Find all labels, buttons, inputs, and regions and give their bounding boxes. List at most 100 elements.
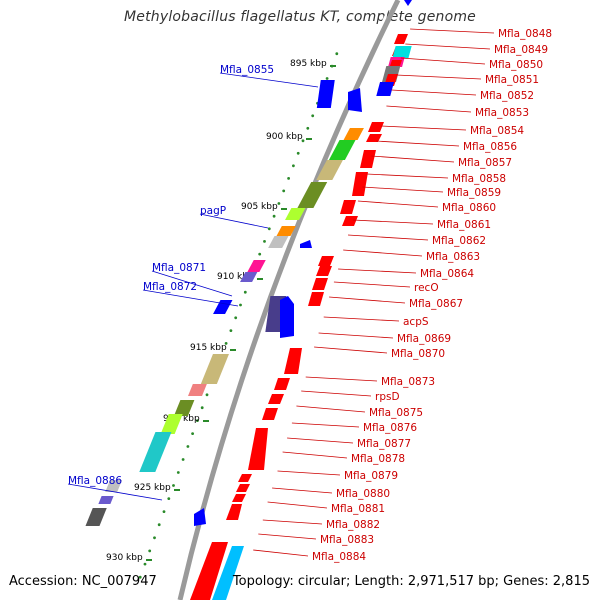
label-leader: [323, 316, 400, 322]
gene-feature[interactable]: [194, 508, 206, 526]
track-dot: [153, 536, 156, 540]
track-dot: [292, 164, 295, 168]
track-dot: [162, 510, 166, 513]
gene-feature[interactable]: [284, 348, 302, 374]
gene-label[interactable]: Mfla_0881: [331, 503, 385, 515]
gene-feature[interactable]: [308, 292, 324, 306]
gene-feature[interactable]: [368, 122, 384, 132]
gene-label[interactable]: Mfla_0882: [326, 519, 380, 531]
gene-feature[interactable]: [352, 172, 368, 196]
gene-feature[interactable]: [248, 428, 268, 470]
gene-feature[interactable]: [139, 432, 172, 472]
gene-label[interactable]: Mfla_0862: [432, 235, 486, 247]
gene-label[interactable]: Mfla_0849: [494, 44, 548, 56]
kbp-label: 900 kbp: [266, 132, 303, 142]
gene-label[interactable]: Mfla_0850: [489, 59, 543, 71]
gene-label[interactable]: Mfla_0860: [442, 202, 496, 214]
gene-feature[interactable]: [297, 182, 328, 208]
label-leader: [253, 549, 309, 557]
gene-feature[interactable]: [376, 82, 395, 96]
gene-label[interactable]: Mfla_0848: [498, 28, 552, 40]
gene-label[interactable]: Mfla_0871: [152, 262, 206, 274]
gene-feature[interactable]: [404, 0, 412, 6]
gene-feature[interactable]: [280, 296, 294, 338]
gene-feature[interactable]: [342, 216, 358, 226]
gene-label[interactable]: Mfla_0875: [369, 407, 423, 419]
gene-feature[interactable]: [316, 80, 335, 108]
gene-label[interactable]: Mfla_0870: [391, 348, 445, 360]
gene-feature[interactable]: [316, 266, 332, 276]
gene-feature[interactable]: [276, 226, 296, 236]
kbp-label: 925 kbp: [134, 483, 171, 493]
gene-feature[interactable]: [85, 508, 107, 526]
gene-label[interactable]: acpS: [403, 316, 429, 328]
gene-label[interactable]: recO: [414, 282, 439, 294]
gene-feature[interactable]: [98, 496, 114, 504]
label-leader: [338, 268, 417, 274]
gene-label[interactable]: Mfla_0861: [437, 219, 491, 231]
gene-label[interactable]: Mfla_0878: [351, 453, 405, 465]
gene-label[interactable]: Mfla_0851: [485, 74, 539, 86]
gene-label[interactable]: Mfla_0886: [68, 475, 122, 487]
gene-feature[interactable]: [274, 378, 290, 390]
gene-label[interactable]: Mfla_0864: [420, 268, 474, 280]
gene-label[interactable]: Mfla_0872: [143, 281, 197, 293]
gene-feature[interactable]: [360, 150, 376, 168]
gene-label[interactable]: Mfla_0880: [336, 488, 390, 500]
gene-label[interactable]: rpsD: [375, 391, 400, 403]
gene-feature[interactable]: [343, 128, 364, 140]
gene-label[interactable]: Mfla_0856: [463, 141, 517, 153]
gene-label[interactable]: Mfla_0852: [480, 90, 534, 102]
gene-feature[interactable]: [340, 200, 356, 214]
gene-label[interactable]: pagP: [200, 205, 226, 217]
gene-label[interactable]: Mfla_0858: [452, 173, 506, 185]
track-dot: [186, 445, 190, 448]
gene-feature[interactable]: [105, 480, 123, 492]
gene-label[interactable]: Mfla_0876: [363, 422, 417, 434]
gene-label[interactable]: Mfla_0855: [220, 64, 274, 76]
label-leader: [366, 173, 449, 179]
label-leader: [371, 155, 455, 163]
gene-feature[interactable]: [348, 88, 362, 112]
gene-feature[interactable]: [316, 160, 343, 180]
gene-feature[interactable]: [262, 408, 278, 420]
gene-feature[interactable]: [238, 474, 252, 482]
gene-feature[interactable]: [173, 400, 195, 416]
gene-feature[interactable]: [392, 46, 412, 58]
gene-label[interactable]: Mfla_0857: [458, 157, 512, 169]
gene-label[interactable]: Mfla_0883: [320, 534, 374, 546]
label-leader: [67, 483, 163, 501]
gene-feature[interactable]: [200, 354, 229, 384]
gene-feature[interactable]: [268, 394, 284, 404]
gene-feature[interactable]: [188, 384, 207, 396]
gene-feature[interactable]: [312, 278, 328, 290]
gene-label[interactable]: Mfla_0863: [426, 251, 480, 263]
gene-feature[interactable]: [366, 134, 382, 142]
gene-feature[interactable]: [268, 236, 289, 248]
gene-label[interactable]: Mfla_0854: [470, 125, 524, 137]
gene-label[interactable]: Mfla_0869: [397, 333, 451, 345]
label-leader: [380, 125, 467, 131]
gene-label[interactable]: Mfla_0873: [381, 376, 435, 388]
gene-feature[interactable]: [213, 300, 233, 314]
gene-feature[interactable]: [300, 240, 312, 248]
gene-feature[interactable]: [328, 140, 356, 160]
gene-feature[interactable]: [226, 504, 242, 520]
gene-feature[interactable]: [232, 494, 246, 502]
gene-feature[interactable]: [285, 208, 306, 220]
gene-label[interactable]: Mfla_0877: [357, 438, 411, 450]
gene-label[interactable]: Mfla_0853: [475, 107, 529, 119]
gene-feature[interactable]: [394, 34, 408, 44]
gene-label[interactable]: Mfla_0879: [344, 470, 398, 482]
gene-feature[interactable]: [240, 272, 258, 282]
gene-feature[interactable]: [190, 542, 228, 600]
gene-label[interactable]: Mfla_0859: [447, 187, 501, 199]
gene-feature[interactable]: [212, 546, 244, 600]
track-dot: [143, 562, 147, 566]
gene-label[interactable]: Mfla_0867: [409, 298, 463, 310]
gene-label[interactable]: Mfla_0884: [312, 551, 366, 563]
gene-feature[interactable]: [160, 414, 183, 434]
gene-feature[interactable]: [318, 256, 334, 266]
gene-feature[interactable]: [236, 484, 250, 492]
gene-feature[interactable]: [247, 260, 266, 272]
